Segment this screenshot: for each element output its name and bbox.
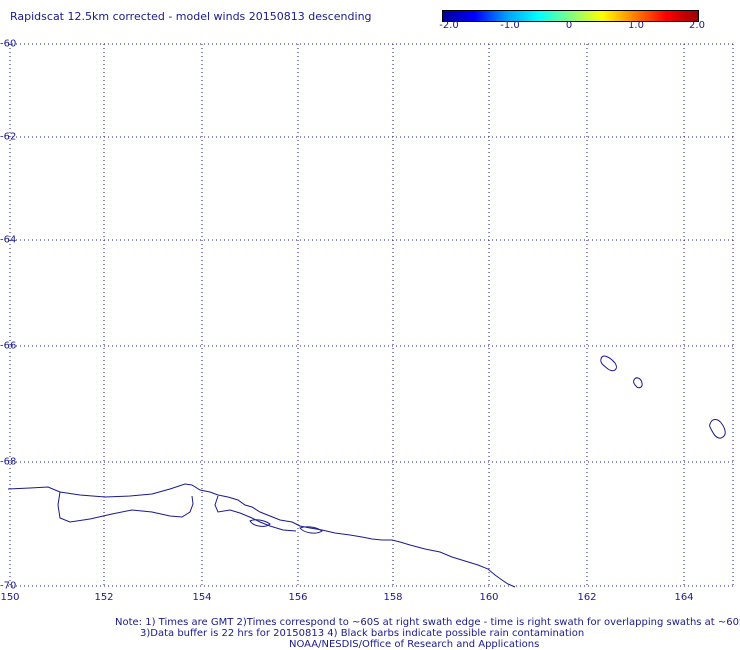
lon-label: 160 <box>479 592 499 603</box>
lat-label: -68 <box>0 456 17 468</box>
lon-label: 150 <box>0 592 20 603</box>
colorbar-tick: 2.0 <box>689 20 705 31</box>
island <box>709 419 726 439</box>
lat-label: -64 <box>0 234 17 246</box>
colorbar <box>442 10 699 22</box>
lat-label: -60 <box>0 38 17 50</box>
lat-label: -70 <box>0 580 17 592</box>
lon-label: 154 <box>192 592 212 603</box>
island <box>299 526 323 534</box>
coastline <box>7 355 726 588</box>
note-line-3: NOAA/NESDIS/Office of Research and Appli… <box>289 639 540 650</box>
colorbar-tick: -2.0 <box>439 20 459 31</box>
lat-label: -66 <box>0 340 17 352</box>
lon-label: 158 <box>383 592 403 603</box>
lon-label: 162 <box>577 592 597 603</box>
island <box>633 377 643 389</box>
island <box>249 519 271 527</box>
colorbar-tick: 1.0 <box>628 20 644 31</box>
antarctic-coastline <box>7 483 516 588</box>
coastline-inlet <box>57 491 194 523</box>
colorbar-tick: 0 <box>565 20 573 31</box>
colorbar-tick: -1.0 <box>500 20 520 31</box>
lon-label: 152 <box>94 592 114 603</box>
coastline-inlet <box>214 495 297 532</box>
island <box>600 355 617 372</box>
note-line-2: 3)Data buffer is 22 hrs for 20150813 4) … <box>140 628 585 639</box>
lon-label: 164 <box>674 592 694 603</box>
map-title: Rapidscat 12.5km corrected - model winds… <box>10 10 372 23</box>
lat-label: -62 <box>0 131 17 143</box>
graticule <box>8 43 734 587</box>
lon-label: 156 <box>288 592 308 603</box>
note-line-1: Note: 1) Times are GMT 2)Times correspon… <box>115 617 740 628</box>
